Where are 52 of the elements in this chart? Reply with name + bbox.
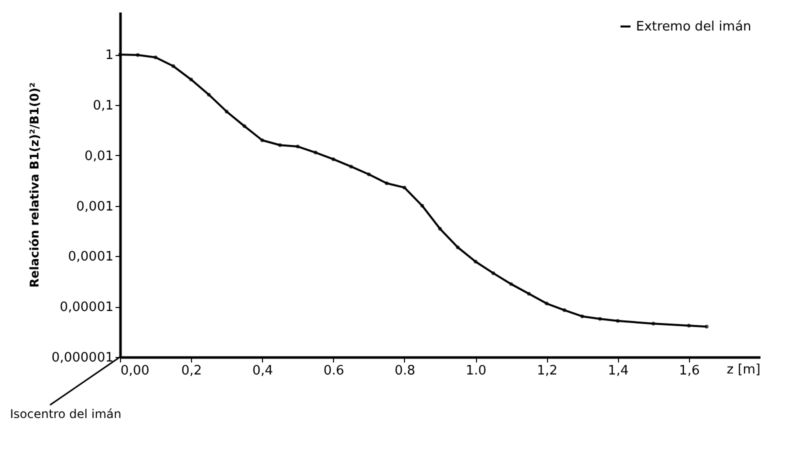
x-tick-label: 0.6	[323, 364, 344, 378]
y-tick-label: 0,001	[76, 199, 114, 214]
point	[207, 92, 211, 97]
x-tick-label: 0,4	[252, 364, 274, 378]
y-tick-label: 0,1	[92, 98, 114, 114]
point	[367, 172, 371, 176]
point	[616, 319, 620, 323]
point	[278, 143, 282, 147]
point	[474, 260, 478, 264]
legend-label: Extremo del imán	[636, 20, 752, 34]
x-tick-label: 0,00	[120, 364, 150, 378]
x-tick-label: 0,2	[181, 364, 202, 378]
point	[118, 52, 122, 56]
point	[420, 204, 424, 208]
point	[314, 150, 318, 154]
point	[544, 302, 549, 306]
y-tick-label: 0,0001	[68, 250, 114, 265]
point	[242, 124, 246, 128]
point	[438, 226, 442, 231]
y-tick-label: 0,00001	[60, 300, 114, 316]
y-axis-title: Relación relativa B1(z)²/B1(0)²	[27, 82, 42, 288]
point	[136, 53, 140, 57]
x-tick-label: 1.0	[466, 364, 486, 378]
point	[154, 56, 158, 60]
point	[491, 271, 496, 276]
point	[598, 317, 602, 321]
point	[189, 78, 193, 82]
point	[384, 181, 389, 186]
point	[562, 308, 566, 312]
y-tick-label: 0,01	[84, 148, 114, 164]
point	[171, 64, 176, 68]
point	[580, 314, 584, 318]
point	[402, 186, 406, 190]
point	[224, 110, 229, 114]
point	[527, 292, 531, 296]
y-tick-label: 0,000001	[51, 350, 114, 366]
x-axis-title: z [m]	[726, 362, 760, 378]
point	[651, 322, 656, 326]
text: Isocentro del imán	[10, 407, 122, 421]
point	[509, 282, 513, 286]
point	[687, 324, 691, 328]
x-tick-label: 1,2	[536, 364, 558, 378]
point	[349, 164, 353, 168]
x-tick-label: 0.8	[394, 364, 416, 378]
point	[704, 324, 709, 329]
point	[456, 245, 460, 250]
point	[331, 157, 336, 162]
point	[260, 138, 264, 142]
x-tick-label: 1,6	[679, 364, 700, 378]
y-tick-label: 1	[105, 48, 114, 64]
point	[296, 144, 300, 148]
x-tick-label: 1,4	[608, 364, 629, 378]
